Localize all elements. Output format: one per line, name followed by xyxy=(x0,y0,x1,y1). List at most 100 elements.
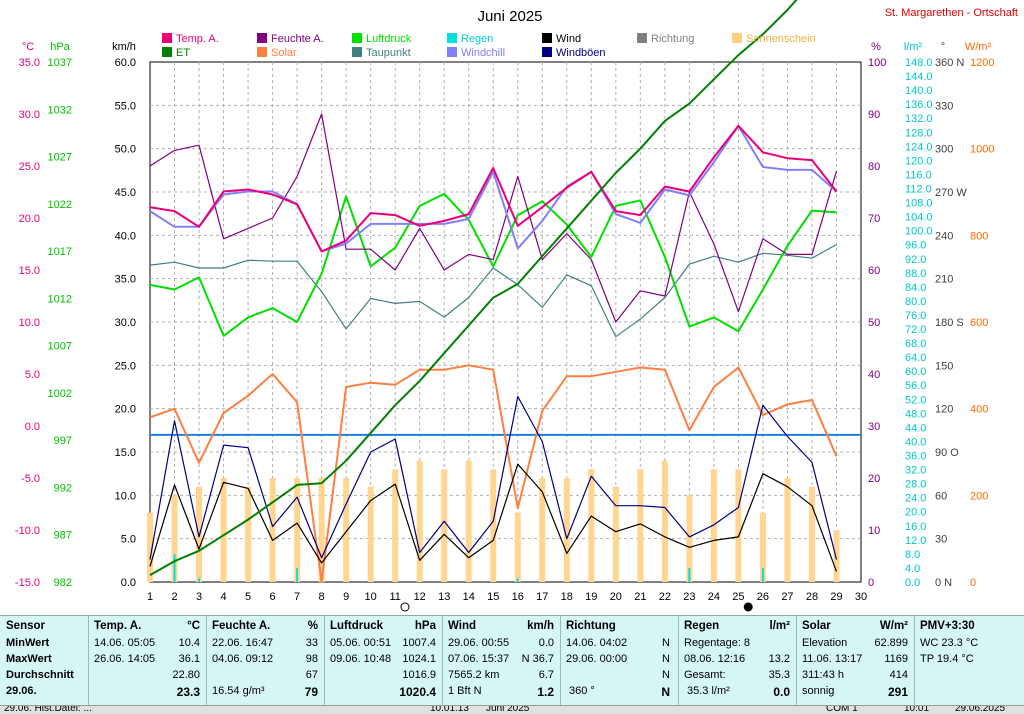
sunshine-bar xyxy=(392,469,399,582)
series-line-solar xyxy=(149,364,838,583)
axis-tick-left: -5.0 xyxy=(21,473,40,485)
axis-tick-right: 8.0 xyxy=(905,549,920,561)
axis-tick-left: 35.0 xyxy=(19,57,40,69)
solar-hours: 311:43 h xyxy=(802,669,845,681)
humidity-min-value: 33 xyxy=(305,637,318,649)
sunshine-bar xyxy=(808,486,815,582)
axis-tick-right: 84.0 xyxy=(905,282,926,294)
legend-swatch xyxy=(257,33,267,43)
direction-max-time: 29.06. 00:00 xyxy=(566,653,628,665)
axis-tick-right: 80.0 xyxy=(905,296,926,308)
solar-max-time: 11.06. 13:17 xyxy=(802,653,863,665)
temp-avg-value: 22.80 xyxy=(172,669,200,681)
axis-tick-x: 20 xyxy=(610,591,622,603)
axis-tick-x: 6 xyxy=(270,591,276,603)
humidity-abs: 16.54 g/m³ xyxy=(212,685,265,697)
legend-swatch xyxy=(542,33,552,43)
wind-max-value: N 36.7 xyxy=(521,653,554,665)
axis-tick-right: 60 xyxy=(868,265,880,277)
axis-tick-left: 30.0 xyxy=(115,317,136,329)
pressure-max-time: 09.06. 10:48 xyxy=(330,653,392,665)
axis-tick-right: 90 xyxy=(868,109,880,121)
solar-condition: sonnig xyxy=(802,685,835,697)
series-line-feuchte-a- xyxy=(149,113,838,323)
solar-max-value: 1169 xyxy=(884,653,908,665)
axis-tick-right: 92.0 xyxy=(905,254,926,266)
axis-tick-right: 100.0 xyxy=(905,226,933,238)
sunshine-bar xyxy=(539,478,546,582)
axis-tick-right: 112.0 xyxy=(905,183,932,195)
moon-new-icon xyxy=(743,602,753,612)
humidity-avg-value: 67 xyxy=(305,669,318,681)
legend-swatch xyxy=(732,33,742,43)
solar-elevation-value: 62.899 xyxy=(874,637,908,649)
axis-tick-x: 22 xyxy=(659,591,671,603)
legend-label: Luftdruck xyxy=(366,33,412,45)
axis-tick-right: 24.0 xyxy=(905,493,926,505)
summary-temp-header: Temp. A. xyxy=(94,620,142,632)
legend-swatch xyxy=(162,33,172,43)
humidity-today-value: 79 xyxy=(304,685,318,699)
wind-max-time: 07.06. 15:37 xyxy=(448,653,510,665)
wind-min-time: 29.06. 00:55 xyxy=(448,637,510,649)
axis-tick-left: 1022 xyxy=(48,199,72,211)
temp-min-value: 10.4 xyxy=(178,637,200,649)
axis-unit-right: ° xyxy=(941,41,945,53)
axis-tick-right: 136.0 xyxy=(905,99,933,111)
axis-tick-right: 128.0 xyxy=(905,127,933,139)
legend-swatch xyxy=(447,33,457,43)
axis-unit-left: km/h xyxy=(112,41,136,53)
axis-unit-left: hPa xyxy=(50,41,70,53)
temp-min-time: 14.06. 05:05 xyxy=(94,637,156,649)
chart-legend: Temp. A. Feuchte A. Luftdruck Regen Wind Rich… xyxy=(162,33,816,59)
axis-tick-left: 1012 xyxy=(48,293,72,305)
axis-tick-left: 20.0 xyxy=(19,213,40,225)
axis-tick-right: 148.0 xyxy=(905,57,933,69)
legend-label: Solar xyxy=(271,47,297,59)
axis-tick-right: 44.0 xyxy=(905,422,926,434)
axis-tick-left: 30.0 xyxy=(19,109,40,121)
axis-tick-right: 56.0 xyxy=(905,380,926,392)
axis-tick-right: 120 xyxy=(935,404,953,416)
sunshine-bars xyxy=(147,460,840,582)
legend-label: Windböen xyxy=(556,47,606,59)
axis-tick-left: 5.0 xyxy=(25,369,40,381)
axis-tick-x: 3 xyxy=(196,591,202,603)
moon-full-icon xyxy=(400,602,410,612)
pressure-max-value: 1024.1 xyxy=(402,653,436,665)
axis-tick-left: 982 xyxy=(54,577,72,589)
axis-tick-x: 5 xyxy=(245,591,251,603)
row-label-min: MinWert xyxy=(6,637,50,649)
summary-pmv: PMV+3:30 WC 23.3 °C TP 19.4 °C xyxy=(914,616,1024,706)
axis-tick-right: 80 xyxy=(868,161,880,173)
axis-tick-x: 30 xyxy=(855,591,867,603)
axis-tick-left: 997 xyxy=(54,435,72,447)
rain-today-value: 0.0 xyxy=(773,685,790,699)
summary-humidity-unit: % xyxy=(307,620,318,632)
axis-tick-right: 300 xyxy=(935,144,953,156)
direction-today-value: N xyxy=(661,685,670,699)
series-line-windchill xyxy=(149,124,838,253)
axis-tick-right: 50 xyxy=(868,317,880,329)
axis-tick-right: 124.0 xyxy=(905,141,933,153)
axis-tick-right: 90 O xyxy=(935,447,959,459)
summary-solar: Solar W/m² Elevation 62.899 11.06. 13:17… xyxy=(796,616,914,706)
sunshine-bar xyxy=(416,460,423,582)
sunshine-bar xyxy=(441,469,448,582)
axis-tick-right: 100 xyxy=(868,57,886,69)
axis-tick-x: 19 xyxy=(585,591,597,603)
sunshine-bar xyxy=(735,469,742,582)
legend-label: Sonnenschein xyxy=(746,33,816,45)
axis-tick-x: 9 xyxy=(343,591,349,603)
sunshine-bar xyxy=(661,460,668,582)
rain-days: Regentage: 8 xyxy=(684,637,751,649)
sunshine-bar xyxy=(367,486,374,582)
summary-pressure: Luftdruck hPa 05.06. 00:51 1007.4 09.06.… xyxy=(324,616,442,706)
axis-tick-left: 1017 xyxy=(48,246,72,258)
pmv-dewpoint: TP 19.4 °C xyxy=(920,653,974,665)
axis-tick-x: 26 xyxy=(757,591,769,603)
summary-panel: Sensor MinWert MaxWert Durchschnitt 29.0… xyxy=(0,615,1024,706)
rain-bar xyxy=(761,568,764,582)
axis-tick-left: 1032 xyxy=(48,104,72,116)
legend-label: Feuchte A. xyxy=(271,33,324,45)
